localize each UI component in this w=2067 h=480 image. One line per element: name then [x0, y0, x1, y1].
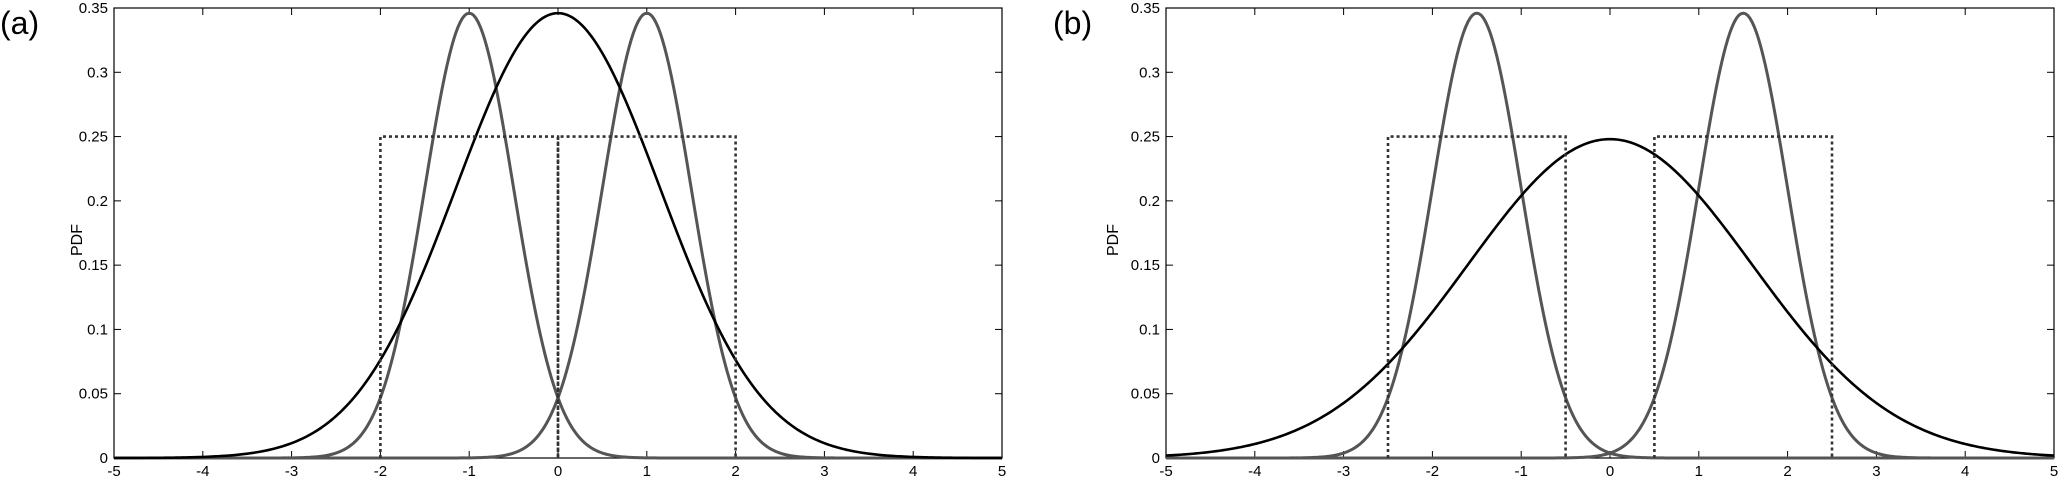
panel-a-x-tick-label: 3 [820, 463, 828, 480]
panel-b-x-tick-label: 1 [1695, 463, 1703, 480]
panel-b-component-curve [1166, 11, 2054, 460]
panel-b-x-tick-label: 2 [1783, 463, 1791, 480]
panel-b-y-tick-label: 0.35 [1131, 0, 1160, 17]
panel-b: (b) PDF -5 -4 -3 -2 -1 0 1 2 3 4 5 0 0.05 0.1 0.15 0.2 0… [1053, 0, 2058, 480]
panel-b-label: (b) [1053, 5, 1092, 41]
panel-b-y-tick-label: 0.3 [1139, 64, 1160, 81]
panel-a: (a) PDF -5 -4 -3 -2 -1 0 1 2 3 4 5 0 0.05 0.1 0.15 0.2 0… [0, 0, 1006, 480]
panel-a-x-tick-label: -3 [285, 463, 298, 480]
panel-b-y-tick-label: 0.1 [1139, 321, 1160, 338]
panel-b-axes-box [1165, 7, 2055, 459]
panel-b-uniform-box [1386, 135, 1567, 458]
panel-b-x-tick-label: -3 [1337, 463, 1350, 480]
panel-b-x-tick-label: 3 [1872, 463, 1880, 480]
panel-a-y-tick-label: 0.35 [79, 0, 108, 17]
panel-a-y-tick-label: 0.25 [79, 129, 108, 146]
panel-a-x-tick-label: -2 [374, 463, 387, 480]
panel-a-x-tick-label: 5 [998, 463, 1006, 480]
panel-b-x-tick-label: 0 [1606, 463, 1614, 480]
panel-a-y-tick-label: 0.1 [87, 321, 108, 338]
panel-a-x-tick-label: 4 [909, 463, 917, 480]
panel-a-y-tick-label: 0.15 [79, 257, 108, 274]
panel-b-y-tick-label: 0 [1152, 450, 1160, 467]
panel-a-x-tick-label: 1 [643, 463, 651, 480]
panel-a-x-tick-label: 0 [554, 463, 562, 480]
panel-b-plot-area: -5 -4 -3 -2 -1 0 1 2 3 4 5 0 0.05 0.1 0.15 0.2 0.25 0.3 0.… [1131, 0, 2058, 480]
panel-b-x-tick-label: -5 [1159, 463, 1172, 480]
panel-b-uniform-box [1653, 135, 1834, 458]
panel-b-x-tick-label: -4 [1248, 463, 1261, 480]
panel-a-x-tick-label: -1 [463, 463, 476, 480]
panel-a-y-tick-label: 0 [100, 450, 108, 467]
panel-a-y-tick-label: 0.3 [87, 64, 108, 81]
panel-a-x-tick-label: 2 [731, 463, 739, 480]
panel-a-uniform-box [556, 135, 737, 458]
panel-b-y-tick-label: 0.2 [1139, 193, 1160, 210]
panel-b-x-tick-label: -1 [1515, 463, 1528, 480]
panel-a-label: (a) [0, 5, 39, 41]
panel-b-y-axis-label: PDF [1105, 224, 1122, 256]
panel-a-x-tick-label: -4 [196, 463, 209, 480]
panel-b-y-tick-label: 0.05 [1131, 386, 1160, 403]
panel-a-y-tick-label: 0.2 [87, 193, 108, 210]
panel-b-x-tick-label: 4 [1961, 463, 1969, 480]
panel-b-x-tick-label: 5 [2050, 463, 2058, 480]
panel-a-y-axis-label: PDF [69, 224, 86, 256]
panel-b-y-tick-label: 0.15 [1131, 257, 1160, 274]
panel-b-y-tick-label: 0.25 [1131, 129, 1160, 146]
panel-b-x-tick-label: -2 [1426, 463, 1439, 480]
panel-a-plot-area: -5 -4 -3 -2 -1 0 1 2 3 4 5 0 0.05 0.1 0.15 0.2 0.25 0.3 0.… [79, 0, 1006, 480]
panel-a-y-tick-label: 0.05 [79, 386, 108, 403]
panel-a-x-tick-label: -5 [107, 463, 120, 480]
panel-b-mixture-curve [1165, 137, 2055, 457]
panel-a-uniform-box [379, 135, 560, 458]
panel-b-component-curve [1166, 11, 2054, 460]
panel-a-mixture-curve [113, 11, 1003, 460]
